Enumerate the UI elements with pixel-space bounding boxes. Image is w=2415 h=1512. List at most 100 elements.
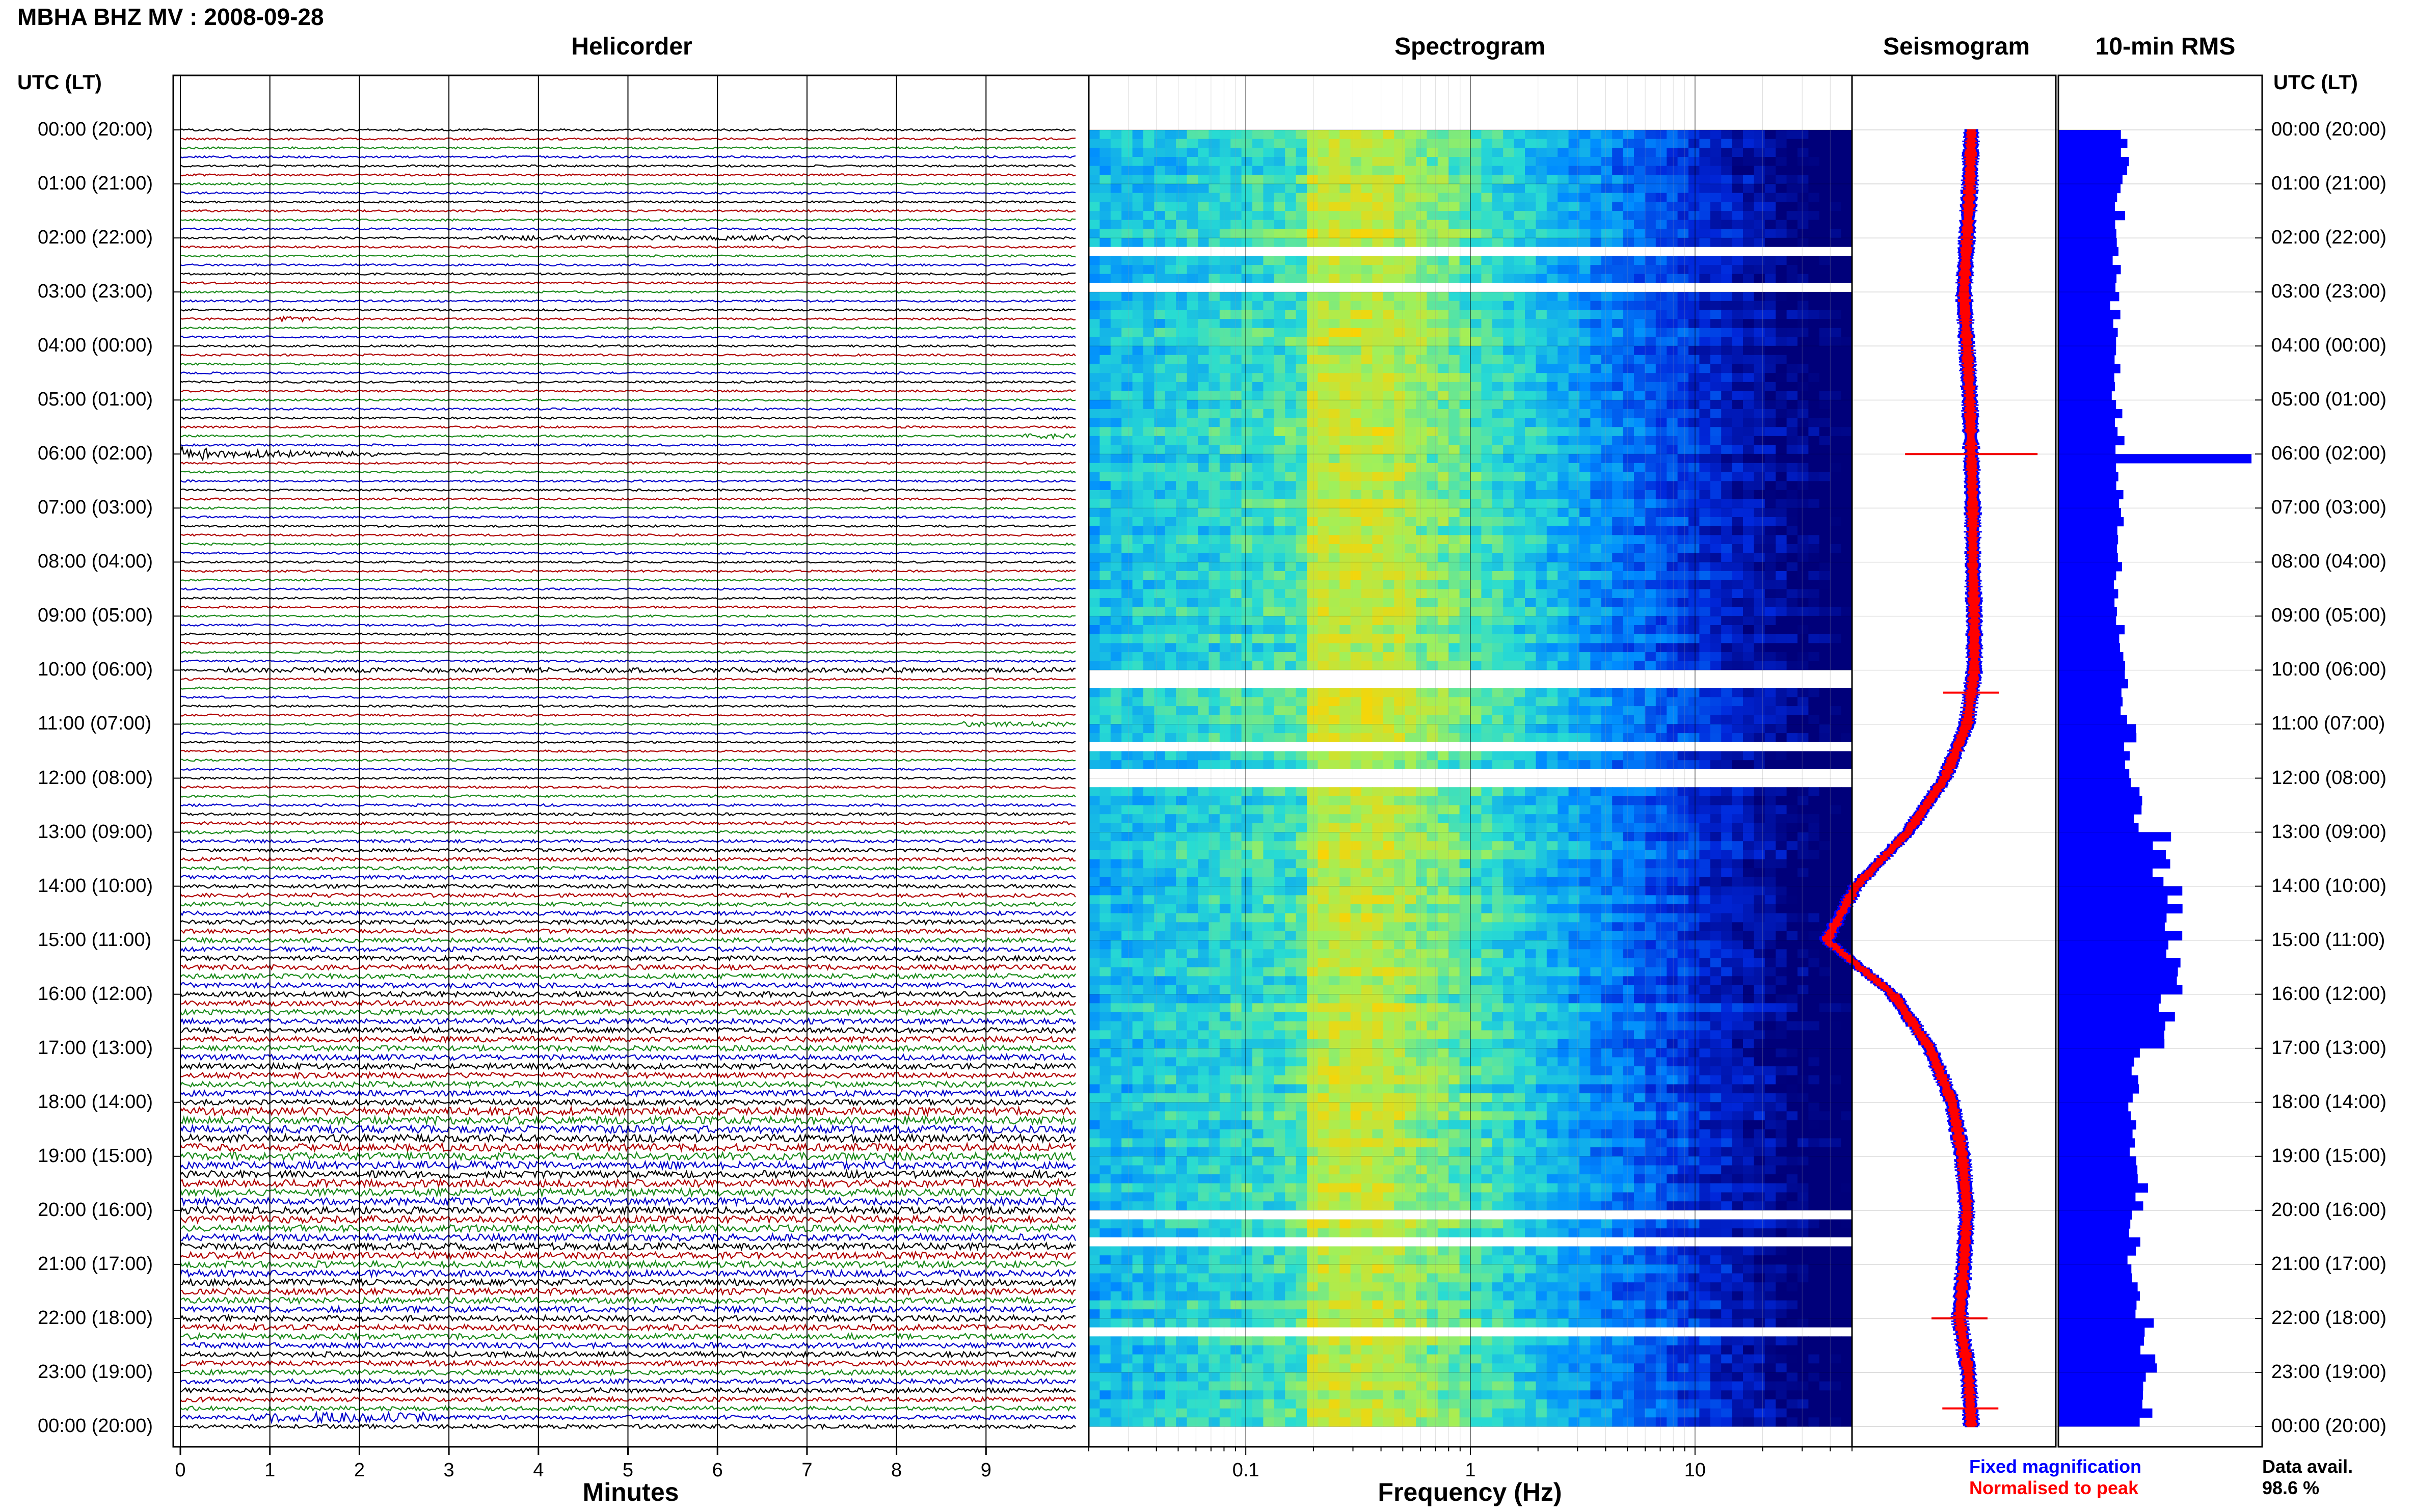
- spectrogram-cell: [1787, 418, 1798, 427]
- spectrogram-cell: [1099, 238, 1111, 247]
- spectrogram-cell: [1470, 463, 1482, 472]
- spectrogram-cell: [1841, 706, 1853, 715]
- spectrogram-cell: [1296, 319, 1307, 328]
- spectrogram-cell: [1416, 238, 1427, 247]
- spectrogram-cell: [1470, 472, 1482, 481]
- spectrogram-cell: [1590, 427, 1601, 436]
- spectrogram-cell: [1470, 580, 1482, 589]
- spectrogram-cell: [1547, 211, 1558, 220]
- spectrogram-cell: [1819, 544, 1831, 553]
- spectrogram-cell: [1427, 598, 1438, 607]
- spectrogram-cell: [1623, 445, 1634, 454]
- spectrogram-cell: [1372, 382, 1383, 391]
- spectrogram-cell: [1634, 328, 1645, 337]
- spectrogram-cell: [1776, 184, 1787, 193]
- spectrogram-cell: [1176, 445, 1187, 454]
- spectrogram-cell: [1143, 625, 1155, 634]
- spectrogram-cell: [1536, 733, 1547, 742]
- spectrogram-cell: [1285, 220, 1296, 229]
- spectrogram-cell: [1634, 436, 1645, 445]
- spectrogram-cell: [1252, 661, 1264, 670]
- spectrogram-cell: [1383, 481, 1394, 490]
- spectrogram-cell: [1688, 697, 1700, 706]
- spectrogram-cell: [1383, 346, 1394, 355]
- spectrogram-cell: [1547, 508, 1558, 517]
- spectrogram-cell: [1089, 148, 1100, 157]
- spectrogram-cell: [1198, 697, 1209, 706]
- spectrogram-cell: [1623, 688, 1634, 697]
- spectrogram-cell: [1416, 535, 1427, 544]
- spectrogram-cell: [1187, 238, 1198, 247]
- spectrogram-cell: [1678, 355, 1689, 364]
- spectrogram-cell: [1481, 346, 1492, 355]
- spectrogram-cell: [1121, 535, 1133, 544]
- spectrogram-cell: [1143, 400, 1155, 409]
- spectrogram-cell: [1263, 715, 1274, 724]
- spectrogram-cell: [1351, 724, 1362, 734]
- spectrogram-cell: [1361, 499, 1373, 508]
- spectrogram-cell: [1089, 274, 1100, 283]
- spectrogram-cell: [1754, 373, 1765, 382]
- spectrogram-cell: [1754, 445, 1765, 454]
- spectrogram-cell: [1220, 643, 1231, 652]
- spectrogram-cell: [1154, 499, 1165, 508]
- spectrogram-cell: [1448, 553, 1460, 562]
- spectrogram-cell: [1154, 364, 1165, 373]
- spectrogram-cell: [1688, 130, 1700, 139]
- spectrogram-cell: [1678, 634, 1689, 643]
- spectrogram-cell: [1656, 706, 1667, 715]
- spectrogram-cell: [1569, 508, 1580, 517]
- spectrogram-cell: [1121, 184, 1133, 193]
- spectrogram-cell: [1263, 148, 1274, 157]
- spectrogram-cell: [1448, 238, 1460, 247]
- spectrogram-cell: [1242, 661, 1253, 670]
- spectrogram-cell: [1754, 274, 1765, 283]
- spectrogram-cell: [1470, 220, 1482, 229]
- spectrogram-cell: [1797, 526, 1809, 535]
- spectrogram-cell: [1470, 211, 1482, 220]
- spectrogram-cell: [1198, 706, 1209, 715]
- spectrogram-cell: [1242, 346, 1253, 355]
- spectrogram-cell: [1285, 256, 1296, 265]
- spectrogram-cell: [1797, 508, 1809, 517]
- spectrogram-cell: [1699, 625, 1710, 634]
- spectrogram-cell: [1536, 499, 1547, 508]
- spectrogram-cell: [1623, 436, 1634, 445]
- spectrogram-cell: [1569, 157, 1580, 166]
- spectrogram-cell: [1688, 220, 1700, 229]
- spectrogram-cell: [1536, 661, 1547, 670]
- spectrogram-cell: [1318, 355, 1329, 364]
- spectrogram-cell: [1263, 724, 1274, 734]
- spectrogram-cell: [1372, 796, 1383, 805]
- spectrogram-cell: [1514, 643, 1525, 652]
- spectrogram-cell: [1547, 598, 1558, 607]
- spectrogram-cell: [1307, 391, 1318, 400]
- spectrogram-cell: [1361, 787, 1373, 796]
- spectrogram-cell: [1710, 211, 1722, 220]
- spectrogram-cell: [1601, 139, 1613, 148]
- spectrogram-cell: [1427, 535, 1438, 544]
- spectrogram-cell: [1656, 175, 1667, 184]
- spectrogram-cell: [1209, 463, 1220, 472]
- spectrogram-cell: [1176, 616, 1187, 625]
- spectrogram-cell: [1797, 760, 1809, 769]
- spectrogram-cell: [1263, 301, 1274, 310]
- spectrogram-cell: [1307, 400, 1318, 409]
- spectrogram-cell: [1645, 661, 1656, 670]
- spectrogram-cell: [1787, 211, 1798, 220]
- spectrogram-cell: [1416, 139, 1427, 148]
- spectrogram-cell: [1776, 526, 1787, 535]
- spectrogram-cell: [1361, 652, 1373, 661]
- spectrogram-cell: [1612, 508, 1623, 517]
- spectrogram-cell: [1176, 418, 1187, 427]
- spectrogram-cell: [1427, 760, 1438, 769]
- spectrogram-cell: [1612, 445, 1623, 454]
- spectrogram-cell: [1776, 571, 1787, 580]
- spectrogram-cell: [1481, 265, 1492, 274]
- spectrogram-cell: [1154, 454, 1165, 463]
- spectrogram-cell: [1285, 472, 1296, 481]
- spectrogram-cell: [1372, 607, 1383, 616]
- spectrogram-cell: [1536, 148, 1547, 157]
- spectrogram-cell: [1776, 166, 1787, 175]
- spectrogram-cell: [1416, 436, 1427, 445]
